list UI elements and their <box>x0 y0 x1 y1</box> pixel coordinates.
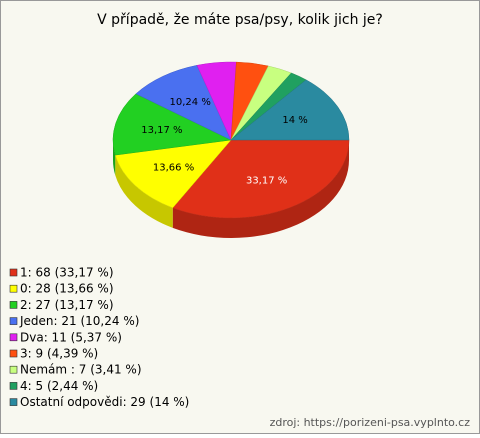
data-label: 13,17 % <box>141 125 182 136</box>
legend-label: Dva: 11 (5,37 %) <box>20 330 122 344</box>
legend-label: Ostatní odpovědi: 29 (14 %) <box>20 395 189 409</box>
data-label: 14 % <box>282 115 307 126</box>
slice <box>230 79 350 141</box>
legend-label: 4: 5 (2,44 %) <box>20 379 98 393</box>
legend-swatch <box>9 268 18 277</box>
slice <box>135 65 232 141</box>
legend-swatch <box>9 398 18 406</box>
legend-swatch <box>9 349 18 358</box>
chart-title: V případě, že máte psa/psy, kolik jich j… <box>97 12 383 28</box>
legend-swatch <box>9 317 18 325</box>
source: zdroj: https://porizeni-psa.vyplnto.cz <box>270 416 471 429</box>
legend-swatch <box>9 284 18 293</box>
data-label: 33,17 % <box>246 175 287 186</box>
slice <box>172 139 350 219</box>
legend-label: 0: 28 (13,66 %) <box>20 282 114 296</box>
legend-label: Nemám : 7 (3,41 %) <box>20 363 142 377</box>
legend-label: 3: 9 (4,39 %) <box>20 347 98 361</box>
slice-side <box>115 155 173 228</box>
slice <box>114 139 232 209</box>
legend-swatch <box>9 365 18 374</box>
legend-label: 1: 68 (33,17 %) <box>20 266 114 280</box>
legend-label: 2: 27 (13,17 %) <box>20 298 114 312</box>
legend-swatch <box>9 382 18 390</box>
legend-swatch <box>9 333 18 342</box>
slice-side <box>172 140 349 239</box>
legend-label: Jeden: 21 (10,24 %) <box>19 314 139 328</box>
legend-swatch <box>9 301 18 309</box>
data-label: 10,24 % <box>170 97 211 108</box>
data-label: 13,66 % <box>153 162 194 173</box>
slice <box>112 93 232 156</box>
